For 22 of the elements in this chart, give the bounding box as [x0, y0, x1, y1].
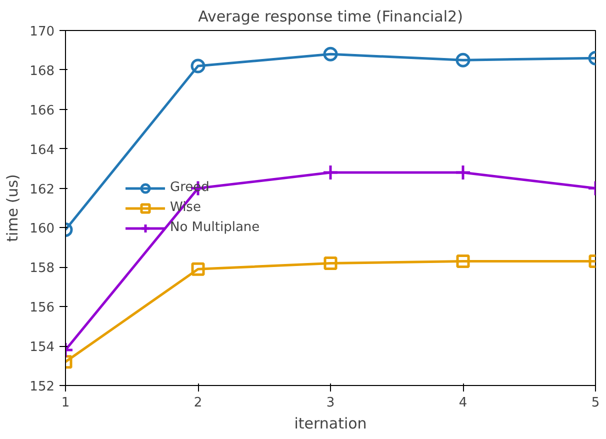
y-tick-label: 170	[30, 24, 55, 40]
y-tick-label: 168	[30, 64, 55, 79]
x-tick-label: 1	[61, 396, 70, 410]
y-tick-label: 160	[30, 222, 55, 237]
point	[324, 256, 338, 270]
x-axis-title: iternation	[294, 414, 367, 432]
x-tick-label: 2	[194, 396, 202, 410]
y-tick-label: 158	[30, 261, 55, 276]
y-tick-label: 162	[30, 182, 55, 198]
x-tick-label: 3	[326, 396, 335, 410]
y-tick-label: 154	[30, 340, 55, 356]
x-tick-label: 5	[591, 396, 600, 410]
y-tick-label: 152	[30, 380, 55, 394]
legend-label: No Multiplane	[170, 220, 260, 235]
chart-title: Average response time (Financial2)	[198, 8, 463, 26]
y-tick-label: 156	[30, 300, 55, 316]
point	[322, 164, 339, 181]
y-tick-label: 166	[30, 103, 55, 118]
point	[323, 46, 338, 62]
y-tick-label: 164	[30, 142, 55, 158]
x-tick-label: 4	[458, 396, 468, 410]
y-axis-title: time (us)	[4, 174, 22, 242]
